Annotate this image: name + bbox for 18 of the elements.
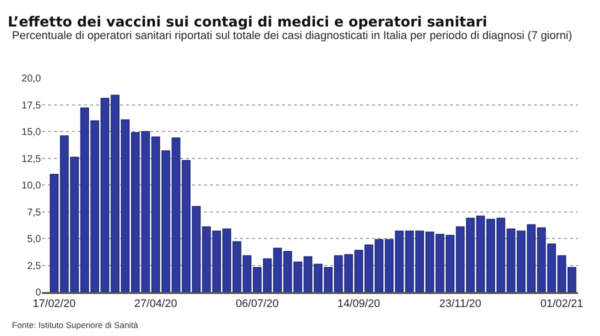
chart-subtitle: Percentuale di operatori sanitari riportati sul totale dei casi diagnosticati in Italia per periodo di diagnosi (7 giorni) [12,30,572,42]
y-tick-label: 7,5 [27,207,42,218]
y-tick-label: 12,5 [22,154,42,165]
x-tick-label: 27/04/20 [134,298,178,310]
x-tick-label: 17/02/20 [32,298,76,310]
source-note: Fonte: Istituto Superiore di Sanità [12,320,138,330]
y-tick-label: 2,5 [27,260,42,272]
y-tick-label: 0 [35,288,42,298]
x-tick-label: 06/07/20 [236,298,279,310]
x-tick-label: 23/11/20 [439,298,482,310]
y-tick-label: 20,0 [22,74,42,84]
x-tick-label: 01/02/21 [540,298,584,310]
x-tick-label: 14/09/20 [337,298,380,310]
y-tick-label: 5,0 [27,234,42,245]
y-tick-label: 10,0 [22,180,42,192]
chart-title: L’effetto dei vaccini sui contagi di medici e operatori sanitari [8,14,488,31]
y-tick-label: 15,0 [22,127,42,138]
y-tick-label: 17,5 [22,100,42,112]
